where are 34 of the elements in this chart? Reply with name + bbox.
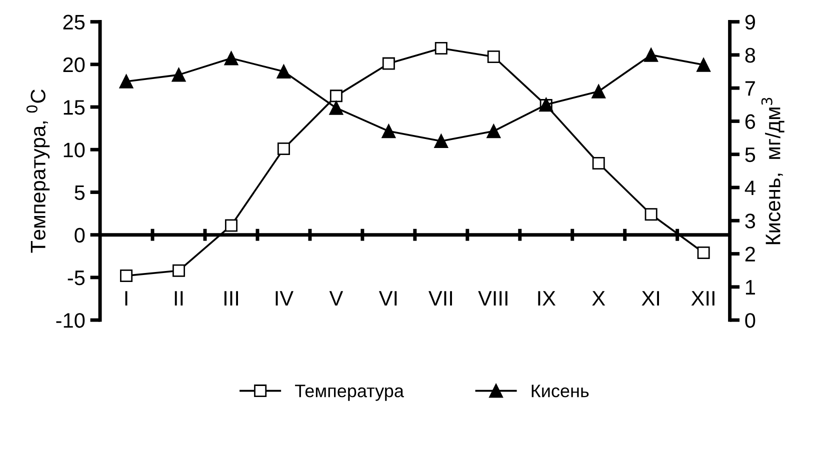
x-tick-label: II: [174, 291, 183, 306]
x-tick-label: IX: [538, 291, 556, 306]
y-tick-label: 25: [63, 14, 85, 30]
legend-label: Кисень: [532, 384, 589, 398]
y2-tick-label: 7: [745, 81, 755, 96]
y-tick-label: 10: [64, 142, 85, 158]
y-tick-label: 20: [63, 57, 85, 72]
x-tick-label: V: [329, 291, 344, 306]
y2-tick-label: 3: [745, 214, 756, 228]
x-tick-label: XI: [642, 291, 659, 306]
x-tick-label: I: [125, 291, 128, 306]
y-tick-label: -10: [56, 313, 85, 328]
x-tick-label: VI: [378, 291, 397, 306]
x-tick-label: VII: [428, 291, 452, 306]
y-tick-label: -5: [68, 270, 85, 286]
y-tick-label: 15: [64, 100, 85, 115]
x-tick-label: XII: [691, 291, 714, 306]
y2-tick-label: 0: [745, 313, 756, 328]
y2-tick-label: 5: [745, 148, 756, 162]
y-axis-title: Температура, $^{0}$C: [26, 90, 50, 253]
y2-tick-label: 9: [745, 14, 755, 30]
y-tick-label: 5: [74, 185, 85, 200]
y2-axis-title: Кисень, мг/дм$^{3}$: [761, 98, 784, 244]
y2-tick-label: 8: [745, 48, 756, 63]
x-tick-label: X: [592, 291, 606, 306]
y-tick-label: 0: [74, 228, 85, 243]
y2-tick-label: 6: [745, 114, 756, 129]
y2-tick-label: 4: [744, 180, 756, 196]
legend-label: Температура: [295, 384, 404, 401]
x-tick-label: IV: [276, 291, 294, 306]
x-tick-label: VIII: [478, 291, 508, 306]
y2-tick-label: 2: [745, 246, 755, 262]
x-tick-label: III: [224, 291, 238, 306]
y2-tick-label: 1: [746, 280, 755, 294]
